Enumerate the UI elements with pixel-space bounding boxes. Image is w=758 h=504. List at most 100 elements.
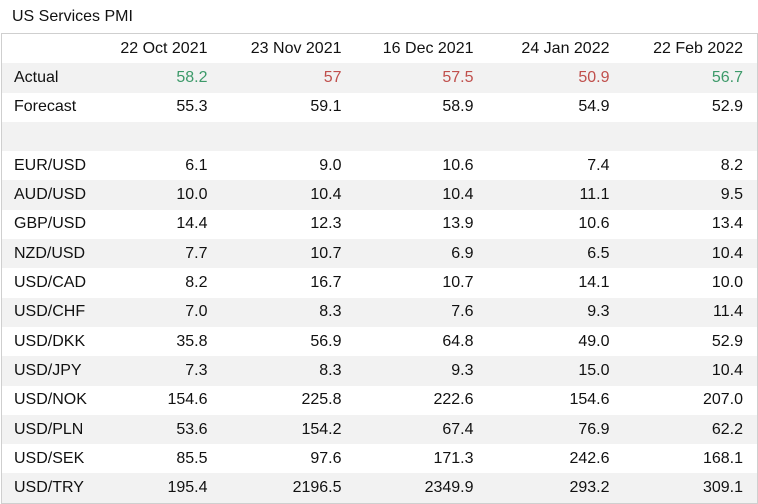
table-cell: 9.0: [319, 156, 342, 174]
table-cell: 7.7: [91, 239, 222, 269]
header-row: 22 Oct 2021 23 Nov 2021 16 Dec 2021 24 J…: [2, 34, 758, 64]
table-cell: 7.3: [91, 356, 222, 386]
table-cell: 11.4: [623, 297, 758, 327]
table-cell: 12.3: [310, 215, 342, 233]
table-row: NZD/USD 7.7 10.7 6.9 6.5 10.4: [1, 239, 758, 269]
table-cell: 10.4: [623, 239, 758, 269]
table-cell: 309.1: [623, 473, 758, 504]
table-cell: 293.2: [487, 473, 624, 504]
forecast-cell: 52.9: [711, 98, 743, 116]
table-row: USD/JPY 7.3 8.3 9.3 15.0 10.4: [1, 356, 758, 386]
table-cell: 13.9: [442, 215, 474, 233]
row-label: NZD/USD: [1, 239, 92, 269]
row-label: AUD/USD: [1, 180, 92, 210]
table-cell: 67.4: [355, 414, 488, 445]
forecast-cell: 54.9: [578, 98, 610, 116]
table-cell: 52.9: [711, 332, 743, 350]
column-header: 24 Jan 2022: [521, 39, 610, 57]
row-label: GBP/USD: [14, 215, 87, 233]
table-cell: 15.0: [487, 356, 624, 386]
table-cell: 14.1: [578, 274, 610, 292]
table-cell: 225.8: [301, 391, 342, 409]
table-cell: 7.4: [587, 156, 610, 174]
pmi-table: 22 Oct 2021 23 Nov 2021 16 Dec 2021 24 J…: [1, 33, 758, 504]
table-cell: 154.6: [569, 391, 610, 409]
table-row: USD/PLN 53.6 154.2 67.4 76.9 62.2: [1, 414, 758, 445]
row-label: Forecast: [14, 98, 77, 116]
table-row: USD/TRY 195.4 2196.5 2349.9 293.2 309.1: [1, 473, 758, 504]
table-cell: 49.0: [578, 332, 610, 350]
table-cell: 14.4: [176, 215, 208, 233]
table-row: EUR/USD 6.1 9.0 10.6 7.4 8.2: [2, 151, 758, 180]
table-cell: 53.6: [91, 414, 222, 445]
column-header: 22 Feb 2022: [653, 39, 743, 57]
actual-cell: 57.5: [355, 63, 488, 93]
spacer-cell: [91, 121, 222, 152]
table-cell: 10.0: [91, 180, 222, 210]
table-cell: 7.6: [355, 297, 488, 327]
table-cell: 64.8: [442, 332, 474, 350]
table-cell: 8.3: [221, 297, 356, 327]
spacer-row: [1, 121, 758, 152]
table-cell: 242.6: [569, 449, 610, 467]
table-row: USD/CAD 8.2 16.7 10.7 14.1 10.0: [2, 268, 758, 297]
spacer-cell: [221, 121, 356, 152]
table-cell: 8.2: [185, 274, 208, 292]
table-cell: 2349.9: [355, 473, 488, 504]
table-cell: 10.0: [711, 274, 743, 292]
table-cell: 7.0: [91, 297, 222, 327]
table-cell: 9.3: [487, 297, 624, 327]
table-cell: 8.2: [720, 156, 743, 174]
row-label: Actual: [1, 63, 92, 93]
spacer-cell: [623, 121, 758, 152]
table-cell: 56.9: [310, 332, 342, 350]
table-cell: 10.7: [442, 274, 474, 292]
table-cell: 222.6: [433, 391, 474, 409]
table-cell: 10.7: [221, 239, 356, 269]
table-cell: 6.1: [185, 156, 208, 174]
column-header: 16 Dec 2021: [382, 39, 474, 57]
table-cell: 10.6: [578, 215, 610, 233]
table-cell: 76.9: [487, 414, 624, 445]
row-label: USD/PLN: [1, 414, 92, 445]
row-label: USD/JPY: [1, 356, 92, 386]
row-label: EUR/USD: [14, 156, 87, 174]
table-cell: 9.5: [623, 180, 758, 210]
table-cell: 97.6: [310, 449, 342, 467]
table-cell: 10.4: [221, 180, 356, 210]
table-cell: 2196.5: [221, 473, 356, 504]
actual-row: Actual 58.2 57 57.5 50.9 56.7: [1, 63, 758, 93]
spacer-cell: [355, 121, 488, 152]
forecast-row: Forecast 55.3 59.1 58.9 54.9 52.9: [2, 93, 758, 122]
table-cell: 207.0: [702, 391, 743, 409]
header-corner: [2, 34, 92, 64]
spacer-cell: [487, 121, 624, 152]
table-cell: 85.5: [176, 449, 208, 467]
row-label: USD/CAD: [14, 274, 87, 292]
table-cell: 11.1: [487, 180, 624, 210]
actual-cell: 58.2: [91, 63, 222, 93]
table-cell: 13.4: [711, 215, 743, 233]
table-cell: 35.8: [176, 332, 208, 350]
table-row: GBP/USD 14.4 12.3 13.9 10.6 13.4: [2, 210, 758, 239]
spacer-cell: [1, 121, 92, 152]
row-label: USD/DKK: [14, 332, 86, 350]
table-row: USD/CHF 7.0 8.3 7.6 9.3 11.4: [1, 297, 758, 327]
table-row: USD/NOK 154.6 225.8 222.6 154.6 207.0: [2, 386, 758, 415]
table-cell: 6.5: [487, 239, 624, 269]
forecast-cell: 58.9: [442, 98, 474, 116]
table-cell: 10.4: [623, 356, 758, 386]
actual-cell: 50.9: [487, 63, 624, 93]
actual-cell: 56.7: [623, 63, 758, 93]
row-label: USD/CHF: [1, 297, 92, 327]
table-cell: 171.3: [433, 449, 474, 467]
table-cell: 10.6: [442, 156, 474, 174]
table-cell: 8.3: [221, 356, 356, 386]
table-row: AUD/USD 10.0 10.4 10.4 11.1 9.5: [1, 180, 758, 210]
table-cell: 10.4: [355, 180, 488, 210]
table-cell: 154.6: [167, 391, 208, 409]
column-header: 22 Oct 2021: [120, 39, 208, 57]
table-cell: 9.3: [355, 356, 488, 386]
actual-cell: 57: [221, 63, 356, 93]
table-row: USD/DKK 35.8 56.9 64.8 49.0 52.9: [2, 327, 758, 356]
